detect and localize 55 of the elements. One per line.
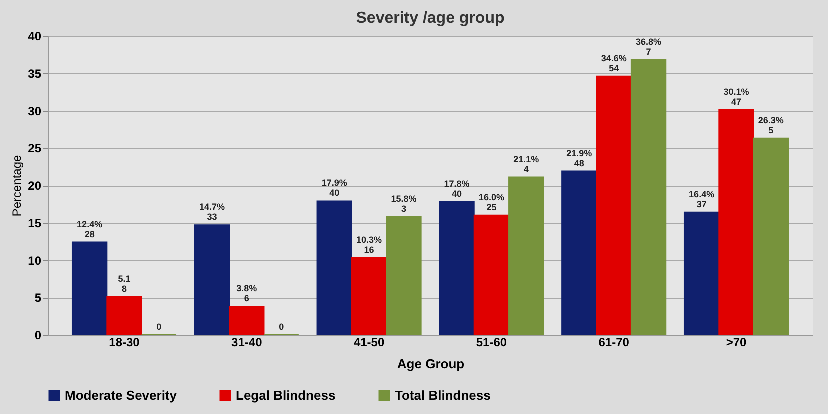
- bar: [386, 216, 422, 336]
- y-tick-label: 40: [28, 30, 42, 44]
- data-label: 16.4% 37: [689, 189, 715, 210]
- legend-label: Total Blindness: [395, 388, 491, 403]
- x-tick-label: >70: [726, 336, 747, 350]
- x-tick-label: 18-30: [109, 336, 140, 350]
- bar: [630, 59, 667, 336]
- bar: [229, 306, 265, 336]
- bar: [562, 170, 598, 336]
- data-label: 26.3% 5: [758, 115, 784, 136]
- y-tick-label: 35: [28, 66, 42, 81]
- data-label: 34.6% 54: [601, 53, 627, 74]
- y-tick-label: 15: [28, 216, 42, 230]
- bar: [351, 258, 388, 336]
- legend-label: Legal Blindness: [236, 388, 336, 403]
- y-tick-label: 20: [28, 179, 42, 193]
- data-label: 21.1% 4: [514, 154, 540, 174]
- y-tick-label: 30: [28, 104, 42, 118]
- y-tick-label: 0: [34, 328, 42, 342]
- data-label: 10.3% 16: [356, 235, 382, 256]
- data-label: 14.7% 33: [199, 202, 225, 222]
- y-tick-label: 5: [34, 291, 42, 306]
- bar: [316, 200, 352, 336]
- bar: [439, 201, 475, 336]
- data-label: 30.1% 47: [724, 87, 750, 108]
- bar: [718, 110, 754, 336]
- data-label: 5.1 8: [118, 274, 131, 294]
- data-label: 17.9% 40: [322, 178, 348, 198]
- x-tick-label: 61-70: [598, 336, 630, 350]
- data-label: 3.8% 6: [236, 284, 258, 304]
- bar: [508, 176, 544, 336]
- bar: [753, 138, 790, 336]
- bar: [596, 76, 632, 336]
- data-label: 17.8% 40: [444, 178, 470, 199]
- bar: [194, 224, 230, 336]
- legend-label: Moderate Severity: [65, 388, 178, 403]
- bar: [474, 214, 510, 336]
- data-label: 16.0% 25: [478, 192, 504, 212]
- data-label: 0: [279, 322, 284, 332]
- x-tick-label: 41-50: [354, 336, 385, 350]
- data-label: 12.4% 28: [77, 219, 103, 240]
- y-tick-label: 10: [28, 254, 42, 268]
- x-tick-label: 51-60: [476, 336, 508, 350]
- data-label: 15.8% 3: [391, 194, 417, 214]
- bar: [72, 242, 108, 336]
- bar: [106, 296, 142, 336]
- x-axis-title: Age Group: [397, 356, 465, 372]
- x-tick-label: 31-40: [232, 336, 263, 350]
- chart-title: Severity /age group: [356, 10, 505, 27]
- data-label: 0: [156, 322, 162, 332]
- y-tick-label: 25: [28, 142, 42, 156]
- bar: [684, 212, 720, 336]
- y-axis-title: Percentage: [10, 154, 24, 217]
- data-label: 21.9% 48: [566, 148, 592, 168]
- data-label: 36.8% 7: [636, 36, 662, 57]
